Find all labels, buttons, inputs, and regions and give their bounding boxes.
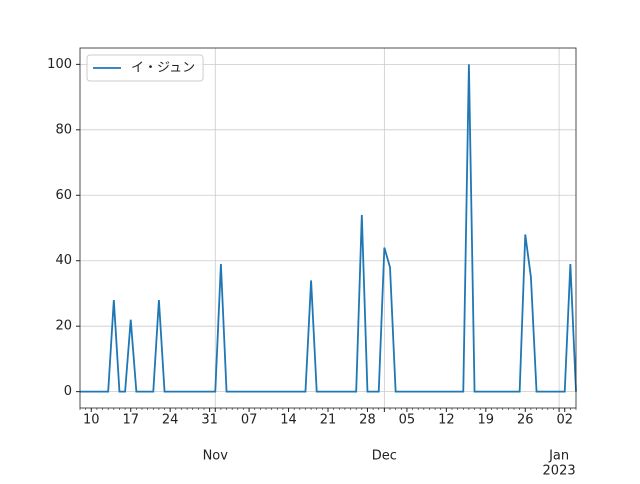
x-major-tick-label: Dec bbox=[372, 449, 397, 464]
x-tick-label: 05 bbox=[399, 413, 416, 428]
y-tick-label: 80 bbox=[55, 122, 72, 137]
x-tick-label: 07 bbox=[241, 413, 258, 428]
y-tick-label: 100 bbox=[47, 57, 72, 72]
x-tick-label: 24 bbox=[162, 413, 179, 428]
x-tick-label: 28 bbox=[359, 413, 376, 428]
series-line bbox=[80, 64, 577, 393]
x-major-tick-label: Jan bbox=[548, 449, 569, 464]
x-offset-label: 2023 bbox=[543, 464, 576, 479]
x-tick-label: 02 bbox=[556, 413, 573, 428]
y-tick-label: 60 bbox=[55, 188, 72, 203]
y-tick-label: 0 bbox=[64, 384, 72, 399]
x-tick-label: 19 bbox=[478, 413, 495, 428]
x-tick-label: 31 bbox=[201, 413, 218, 428]
y-tick-label: 40 bbox=[55, 253, 72, 268]
plot-frame bbox=[79, 47, 577, 409]
x-tick-label: 17 bbox=[122, 413, 139, 428]
x-major-tick-label: Nov bbox=[203, 449, 229, 464]
x-tick-label: 26 bbox=[517, 413, 534, 428]
x-tick-label: 21 bbox=[320, 413, 337, 428]
x-tick-label: 12 bbox=[438, 413, 455, 428]
legend-label: イ・ジュン bbox=[131, 61, 195, 76]
y-tick-label: 20 bbox=[55, 319, 72, 334]
legend-box bbox=[86, 54, 204, 82]
x-tick-label: 14 bbox=[280, 413, 297, 428]
x-tick-label: 10 bbox=[83, 413, 100, 428]
